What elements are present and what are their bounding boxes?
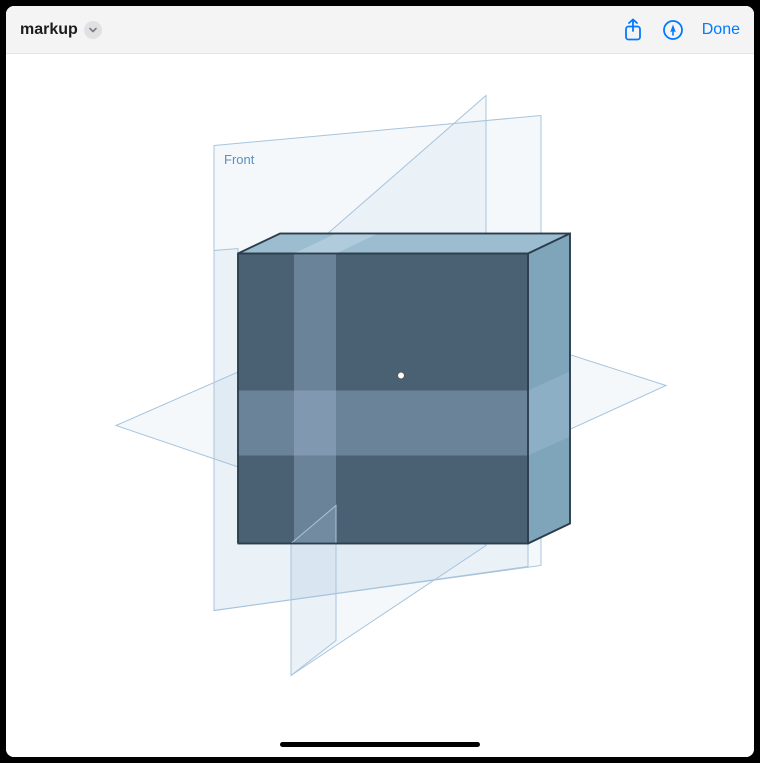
scene-svg: [6, 54, 754, 757]
solid-top-face: [238, 234, 570, 254]
toolbar-left-group: markup: [20, 21, 102, 39]
toolbar-right-group: Done: [622, 18, 740, 42]
chevron-down-icon: [88, 25, 98, 35]
done-button[interactable]: Done: [702, 21, 740, 39]
share-icon: [622, 18, 644, 42]
markup-pen-button[interactable]: [662, 19, 684, 41]
toolbar: markup Done: [6, 6, 754, 54]
markup-pen-icon: [662, 19, 684, 41]
origin-dot: [398, 372, 405, 379]
home-indicator: [280, 742, 480, 747]
document-title: markup: [20, 21, 78, 39]
share-button[interactable]: [622, 18, 644, 42]
3d-canvas[interactable]: Front: [6, 54, 754, 757]
plane-overlay-horizontal: [238, 391, 528, 456]
front-plane-label: Front: [224, 152, 254, 167]
app-window: markup Done: [6, 6, 754, 757]
document-menu-button[interactable]: [84, 21, 102, 39]
plane-overlay-vertical: [294, 254, 336, 544]
